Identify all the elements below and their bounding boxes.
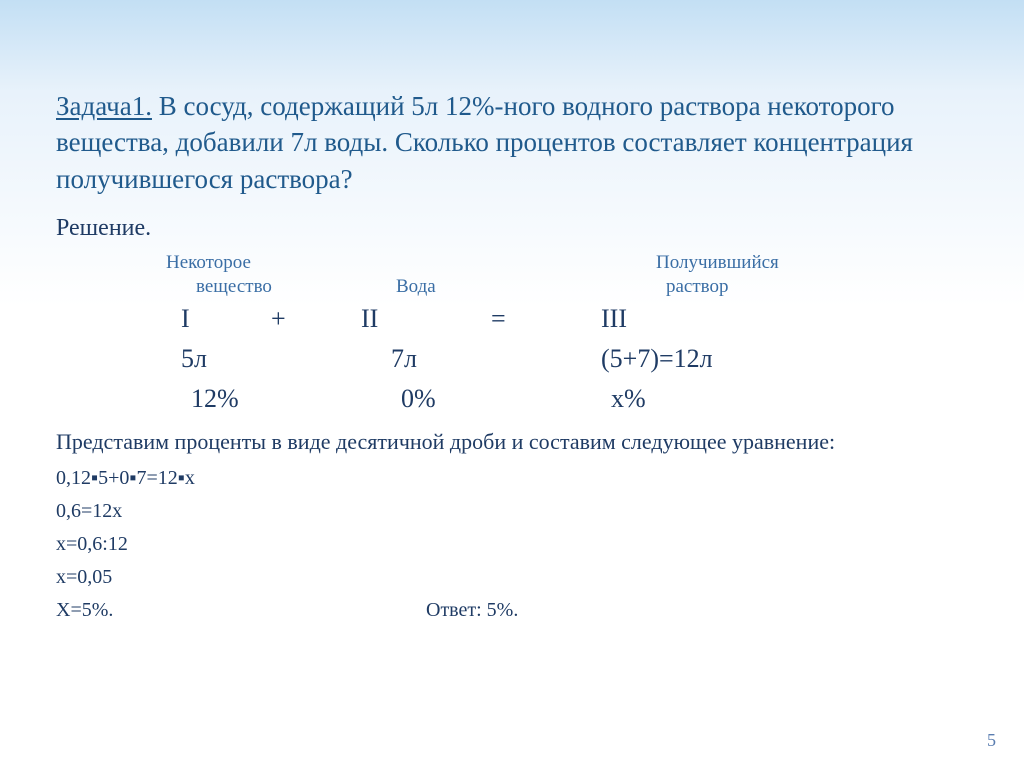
equals-sign: = bbox=[491, 304, 601, 334]
roman-three: III bbox=[601, 304, 851, 334]
problem-title: Задача1. В сосуд, содержащий 5л 12%-ного… bbox=[56, 88, 968, 197]
title-task-word: Задача1. bbox=[56, 91, 152, 121]
column-headers-top: Некоторое Получившийся bbox=[166, 252, 968, 274]
equation-line-3: х=0,6:12 bbox=[56, 533, 968, 556]
header-water bbox=[396, 252, 616, 274]
percent-row: 12% 0% х% bbox=[191, 384, 968, 414]
percent-2: 0% bbox=[401, 384, 611, 414]
equation-line-1: 0,12▪5+0▪7=12▪х bbox=[56, 467, 968, 490]
volume-3: (5+7)=12л bbox=[601, 344, 851, 374]
volume-2: 7л bbox=[391, 344, 601, 374]
subheader-substance: вещество bbox=[196, 276, 396, 298]
page-number: 5 bbox=[987, 730, 996, 751]
slide: Задача1. В сосуд, содержащий 5л 12%-ного… bbox=[0, 0, 1024, 622]
solution-label: Решение. bbox=[56, 215, 968, 242]
equation-line-4: х=0,05 bbox=[56, 566, 968, 589]
percent-3: х% bbox=[611, 384, 861, 414]
volume-1: 5л bbox=[181, 344, 391, 374]
roman-one: I bbox=[181, 304, 271, 334]
title-text: В сосуд, содержащий 5л 12%-ного водного … bbox=[56, 91, 913, 194]
explanation-paragraph: Представим проценты в виде десятичной др… bbox=[56, 428, 968, 457]
header-result: Получившийся bbox=[616, 252, 876, 274]
plus-sign: + bbox=[271, 304, 361, 334]
percent-1: 12% bbox=[191, 384, 401, 414]
solution-body: Решение. Некоторое Получившийся вещество… bbox=[56, 215, 968, 622]
explanation-text: Представим проценты в виде десятичной др… bbox=[56, 428, 968, 457]
final-x-value: Х=5%. bbox=[56, 599, 426, 622]
volumes-row: 5л 7л (5+7)=12л bbox=[181, 344, 968, 374]
subheader-water: Вода bbox=[396, 276, 626, 298]
header-substance: Некоторое bbox=[166, 252, 396, 274]
answer-text: Ответ: 5%. bbox=[426, 599, 518, 622]
roman-equation-row: I + II = III bbox=[181, 304, 968, 334]
subheader-solution: раствор bbox=[626, 276, 826, 298]
answer-row: Х=5%. Ответ: 5%. bbox=[56, 599, 968, 622]
column-headers-sub: вещество Вода раствор bbox=[196, 276, 968, 298]
roman-two: II bbox=[361, 304, 491, 334]
equation-line-2: 0,6=12х bbox=[56, 500, 968, 523]
